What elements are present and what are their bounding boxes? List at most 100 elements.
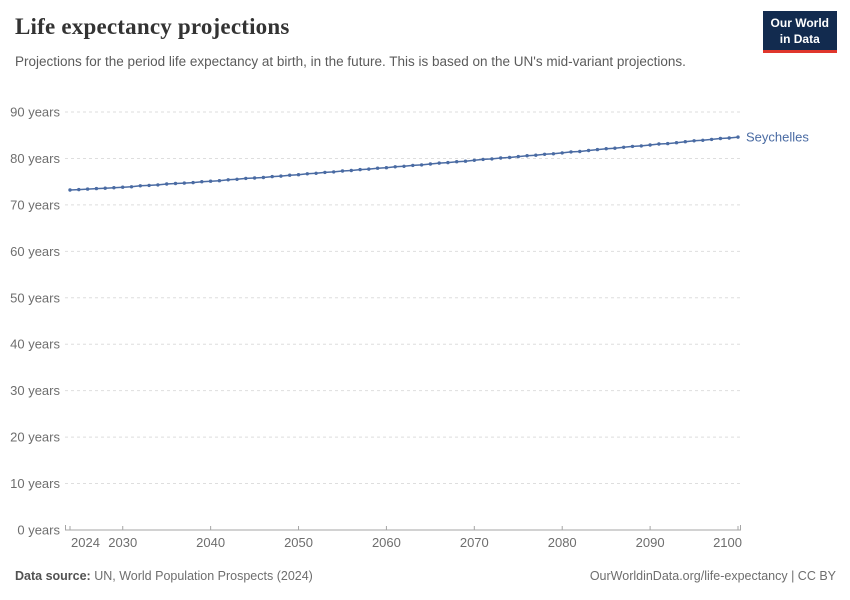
data-point[interactable] [340,169,345,173]
series-label-seychelles[interactable]: Seychelles [746,130,809,145]
data-point[interactable] [630,144,635,149]
data-point[interactable] [156,183,160,187]
footer-credit-link[interactable]: OurWorldinData.org/life-expectancy | CC … [589,569,836,583]
data-point[interactable] [402,164,406,168]
data-point[interactable] [648,143,652,147]
data-point[interactable] [709,137,714,142]
data-point[interactable] [103,186,107,190]
data-point[interactable] [349,168,353,173]
data-point[interactable] [323,170,327,175]
data-point[interactable] [622,145,626,149]
data-point[interactable] [375,166,380,170]
y-axis-tick-label: 10 years [10,476,60,491]
data-point[interactable] [683,140,687,144]
data-point[interactable] [542,152,547,156]
data-point[interactable] [200,180,204,184]
data-point[interactable] [332,170,336,174]
data-point[interactable] [191,180,195,185]
chart-subtitle: Projections for the period life expectan… [15,54,686,69]
data-point[interactable] [85,187,90,191]
data-point[interactable] [701,138,705,142]
data-point[interactable] [736,135,740,139]
data-point[interactable] [534,153,538,157]
data-point[interactable] [490,157,494,161]
data-point[interactable] [455,160,459,164]
data-point[interactable] [411,163,415,168]
data-source-label: Data source: [15,569,91,583]
data-point[interactable] [419,163,424,167]
data-point[interactable] [516,154,520,159]
y-axis-tick-label: 60 years [10,244,60,259]
x-axis-tick-label: 2070 [460,535,489,550]
data-point[interactable] [129,185,134,189]
data-point[interactable] [384,166,389,170]
data-point[interactable] [358,167,362,172]
data-point[interactable] [112,186,116,190]
data-point[interactable] [279,174,283,178]
series-line-seychelles[interactable] [69,136,739,191]
owid-logo[interactable]: Our World in Data [762,11,837,54]
data-point[interactable] [235,177,239,181]
data-point[interactable] [481,157,485,162]
data-point[interactable] [173,181,178,186]
data-point[interactable] [666,141,670,146]
owid-logo-line1: Our World [770,16,829,30]
data-point[interactable] [226,178,230,182]
x-axis-tick-label: 2080 [548,535,577,550]
x-axis-tick-label: 2050 [284,535,313,550]
y-axis-tick-label: 30 years [10,383,60,398]
x-axis-tick-label: 2030 [108,535,137,550]
data-point[interactable] [595,147,600,152]
data-point[interactable] [77,187,81,192]
data-point[interactable] [252,176,257,180]
data-point[interactable] [165,182,169,186]
data-point[interactable] [393,165,397,169]
data-point[interactable] [718,136,723,141]
data-point[interactable] [604,147,608,151]
data-point[interactable] [68,188,72,192]
data-point[interactable] [613,146,617,150]
data-point[interactable] [296,173,301,177]
data-point[interactable] [727,136,731,140]
data-point[interactable] [138,184,142,188]
data-point[interactable] [367,167,371,171]
data-point[interactable] [437,161,441,165]
data-point[interactable] [569,150,573,154]
y-axis-tick-label: 70 years [10,197,60,212]
data-point[interactable] [428,162,433,166]
data-point[interactable] [578,149,582,154]
data-point[interactable] [270,174,274,179]
x-axis-tick-label: 2100 [713,535,742,550]
data-point[interactable] [446,160,450,165]
data-point[interactable] [551,152,556,156]
chart-footer: Data source: UN, World Population Prospe… [15,569,836,583]
data-point[interactable] [217,179,222,183]
data-point[interactable] [261,175,266,180]
data-point[interactable] [507,155,512,160]
data-point[interactable] [305,172,309,176]
data-point[interactable] [525,154,529,158]
data-point[interactable] [692,139,696,143]
data-point[interactable] [472,158,476,162]
data-point[interactable] [639,144,643,148]
y-axis-tick-label: 50 years [10,290,60,305]
data-point[interactable] [657,142,661,146]
data-point[interactable] [147,183,151,188]
data-point[interactable] [314,171,318,175]
data-point[interactable] [674,141,679,145]
data-point[interactable] [94,186,99,191]
data-source-text: UN, World Population Prospects (2024) [94,569,313,583]
data-point[interactable] [499,156,503,160]
data-point[interactable] [121,185,125,189]
data-point[interactable] [288,173,292,177]
data-point[interactable] [244,176,248,181]
data-point[interactable] [208,179,213,183]
y-axis-tick-label: 80 years [10,151,60,166]
y-axis-tick-label: 0 years [17,523,60,538]
data-point[interactable] [182,181,186,185]
data-point[interactable] [586,148,591,153]
data-point[interactable] [560,151,564,155]
data-point[interactable] [463,159,468,163]
